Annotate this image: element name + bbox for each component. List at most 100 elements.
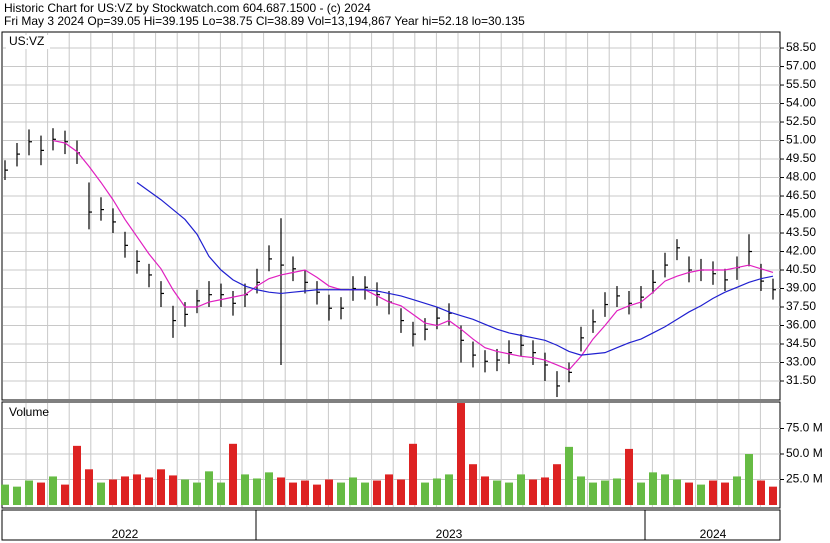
- y-tick-label: 40.50: [786, 262, 816, 276]
- volume-bar: [229, 443, 237, 505]
- x-tick-label: 2023: [436, 527, 463, 541]
- volume-bar: [61, 484, 69, 505]
- plot: 31.50 33.00 34.50 36.00 37.50 39.00 40.50 42.00…: [1, 40, 823, 541]
- volume-bar: [361, 482, 369, 505]
- volume-bar: [529, 479, 537, 505]
- volume-bar: [409, 443, 417, 505]
- volume-bar: [457, 403, 465, 505]
- volume-bar: [541, 477, 549, 505]
- volume-bar: [205, 471, 213, 505]
- volume-bar: [589, 482, 597, 505]
- volume-bar: [349, 477, 357, 505]
- chart-title: Historic Chart for US:VZ by Stockwatch.c…: [4, 1, 371, 15]
- volume-bar: [517, 474, 525, 505]
- price-panel: [1, 31, 781, 401]
- y2-tick-label: 75.0 M: [786, 421, 823, 435]
- y-tick-label: 34.50: [786, 336, 816, 350]
- volume-bar: [625, 448, 633, 505]
- volume-bar: [109, 479, 117, 505]
- y-tick-label: 46.50: [786, 188, 816, 202]
- volume-bar: [253, 478, 261, 505]
- volume-bar: [697, 484, 705, 505]
- y-tick-label: 36.00: [786, 318, 816, 332]
- y-tick-label: 58.50: [786, 40, 816, 54]
- volume-bar: [421, 482, 429, 505]
- y-tick-label: 49.50: [786, 151, 816, 165]
- volume-bar: [373, 480, 381, 505]
- volume-bar: [37, 482, 45, 505]
- volume-bar: [493, 480, 501, 505]
- x-tick-label: 2022: [112, 527, 139, 541]
- y-tick-label: 48.00: [786, 170, 816, 184]
- volume-bar: [661, 474, 669, 505]
- volume-bar: [217, 482, 225, 505]
- volume-bar: [709, 480, 717, 505]
- y-tick-label: 33.00: [786, 355, 816, 369]
- volume-bar: [73, 445, 81, 505]
- volume-bar: [613, 478, 621, 505]
- volume-bar: [433, 478, 441, 505]
- volume-bar: [721, 482, 729, 505]
- volume-bar: [121, 476, 129, 505]
- volume-bar: [85, 469, 93, 505]
- volume-bar: [181, 479, 189, 505]
- y-tick-label: 52.50: [786, 114, 816, 128]
- volume-bar: [97, 482, 105, 505]
- y-tick-label: 57.00: [786, 59, 816, 73]
- volume-bar: [577, 476, 585, 505]
- y-tick-label: 43.50: [786, 225, 816, 239]
- volume-bar: [637, 482, 645, 505]
- volume-bar: [757, 480, 765, 505]
- volume-bar: [265, 472, 273, 505]
- volume-bar: [481, 476, 489, 505]
- volume-bar: [145, 477, 153, 505]
- y-tick-label: 39.00: [786, 281, 816, 295]
- volume-bar: [193, 482, 201, 505]
- moving-average: [52, 139, 774, 371]
- volume-bar: [337, 482, 345, 505]
- label-bg: [6, 35, 50, 49]
- y-tick-label: 37.50: [786, 299, 816, 313]
- moving-average: [136, 181, 774, 356]
- volume-bar: [13, 486, 21, 505]
- volume-bar: [769, 486, 777, 505]
- volume-bar: [685, 482, 693, 505]
- y2-tick-label: 50.0 M: [786, 446, 823, 460]
- volume-bar: [1, 484, 9, 505]
- volume-bar: [277, 477, 285, 505]
- volume-bar: [25, 480, 33, 505]
- volume-bar: [157, 469, 165, 505]
- date-axis: [1, 509, 781, 541]
- volume-bar: [553, 464, 561, 505]
- volume-bar: [49, 476, 57, 505]
- volume-bar: [745, 454, 753, 505]
- volume-bar: [397, 479, 405, 505]
- y2-tick-label: 25.0 M: [786, 472, 823, 486]
- volume-bar: [469, 464, 477, 505]
- volume-label: Volume: [9, 405, 49, 419]
- y-tick-label: 55.50: [786, 77, 816, 91]
- volume-bar: [325, 479, 333, 505]
- y-tick-label: 42.00: [786, 244, 816, 258]
- volume-bar: [289, 482, 297, 505]
- volume-bar: [445, 474, 453, 505]
- volume-bar: [169, 475, 177, 505]
- volume-bar: [565, 446, 573, 505]
- x-tick-label: 2024: [700, 527, 727, 541]
- volume-bar: [133, 474, 141, 505]
- volume-bar: [241, 474, 249, 505]
- y-tick-label: 54.00: [786, 96, 816, 110]
- volume-bar: [601, 480, 609, 505]
- volume-bar: [649, 472, 657, 505]
- price-label: US:VZ: [9, 34, 44, 48]
- chart-subtitle: Fri May 3 2024 Op=39.05 Hi=39.195 Lo=38.…: [4, 14, 525, 28]
- y-tick-label: 31.50: [786, 373, 816, 387]
- volume-bar: [385, 474, 393, 505]
- volume-bar: [733, 476, 741, 505]
- volume-bar: [673, 479, 681, 505]
- volume-bar: [301, 480, 309, 505]
- volume-bar: [313, 484, 321, 505]
- y-tick-label: 45.00: [786, 207, 816, 221]
